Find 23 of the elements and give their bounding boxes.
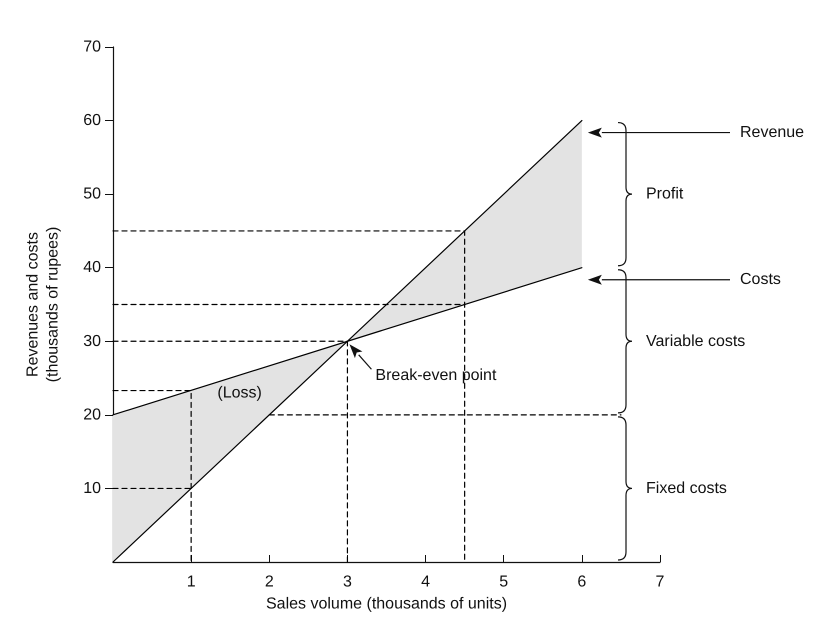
x-tick-label: 5 [499,574,508,590]
x-tick-label: 1 [186,574,196,590]
y-tick-label: 30 [83,332,102,350]
annotation: Fixed costs [646,480,727,497]
x-axis-title: Sales volume (thousands of units) [266,596,508,612]
x-tick-label: 2 [264,574,274,590]
y-axis-title: Revenues and costs (thousands of rupees) [24,226,62,382]
annotation: Profit [646,186,684,203]
text: Costs [740,271,781,288]
annotation: Variable costs [646,332,746,350]
x-tick-label: 4 [421,574,430,590]
y-tick-label: 50 [83,186,102,203]
annotation: Break-even point [375,366,497,384]
text: Revenue [740,124,804,142]
y-tick-label: 40 [83,259,102,276]
annotation: (Loss) [217,384,262,402]
y-tick-label: 70 [83,38,102,56]
x-tick-label: 3 [342,574,352,590]
x-tick-label: 6 [577,574,586,590]
x-tick-label: 7 [656,574,665,590]
y-tick-label: 20 [83,406,102,424]
y-tick-label: 10 [83,480,102,497]
y-tick-label: 60 [83,112,102,130]
